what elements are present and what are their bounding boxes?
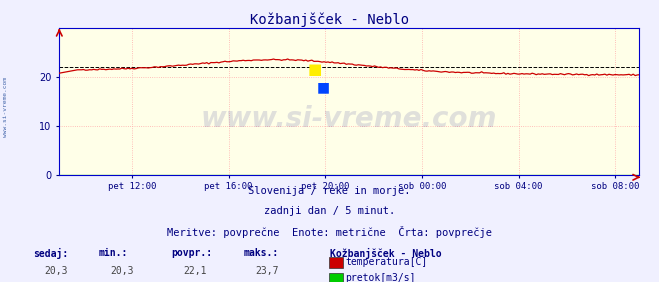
Text: ■: ■	[307, 62, 322, 77]
Text: pretok[m3/s]: pretok[m3/s]	[345, 273, 416, 282]
Text: min.:: min.:	[99, 248, 129, 258]
Text: sedaj:: sedaj:	[33, 248, 68, 259]
Text: Kožbanjšček - Neblo: Kožbanjšček - Neblo	[250, 13, 409, 27]
Text: 23,7: 23,7	[256, 266, 279, 276]
Text: 22,1: 22,1	[183, 266, 207, 276]
Text: www.si-vreme.com: www.si-vreme.com	[3, 77, 9, 137]
Text: povpr.:: povpr.:	[171, 248, 212, 258]
Text: Slovenija / reke in morje.: Slovenija / reke in morje.	[248, 186, 411, 196]
Text: www.si-vreme.com: www.si-vreme.com	[201, 105, 498, 133]
Text: maks.:: maks.:	[244, 248, 279, 258]
Text: 20,3: 20,3	[111, 266, 134, 276]
Text: zadnji dan / 5 minut.: zadnji dan / 5 minut.	[264, 206, 395, 216]
Text: Kožbanjšček - Neblo: Kožbanjšček - Neblo	[330, 248, 441, 259]
Text: 20,3: 20,3	[45, 266, 69, 276]
Text: temperatura[C]: temperatura[C]	[345, 257, 428, 267]
Text: Meritve: povprečne  Enote: metrične  Črta: povprečje: Meritve: povprečne Enote: metrične Črta:…	[167, 226, 492, 238]
Text: ■: ■	[316, 80, 330, 94]
